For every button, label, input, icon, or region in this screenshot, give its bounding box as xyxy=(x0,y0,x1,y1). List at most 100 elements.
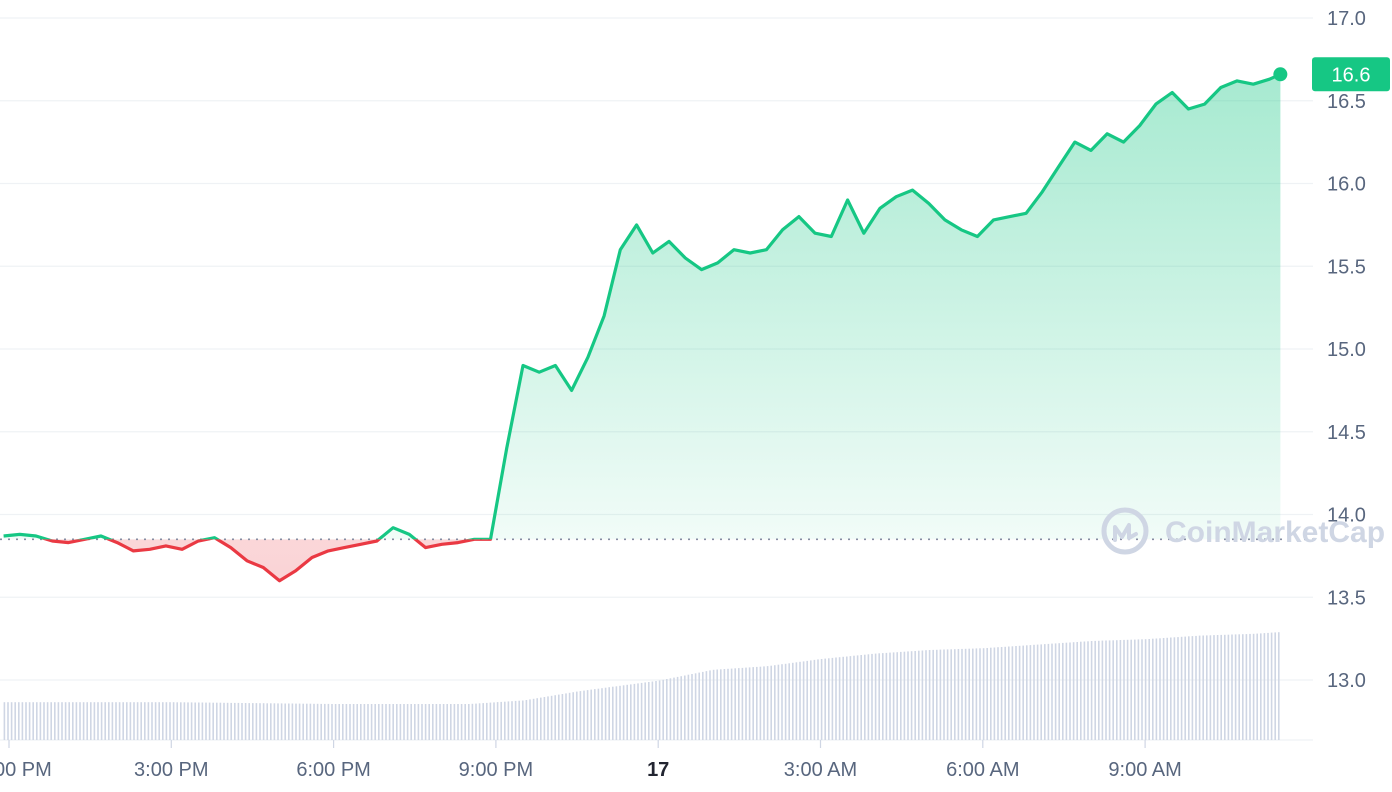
volume-bar xyxy=(763,666,765,740)
volume-bar xyxy=(1026,645,1028,740)
y-tick-label: 16.5 xyxy=(1327,91,1366,113)
volume-bar xyxy=(1033,644,1035,740)
volume-bar xyxy=(968,648,970,740)
volume-bar xyxy=(291,703,294,740)
volume-bar xyxy=(910,651,913,740)
volume-bar xyxy=(993,647,996,740)
volume-bar xyxy=(414,704,416,740)
volume-bar xyxy=(561,694,564,740)
volume-bar xyxy=(154,702,157,740)
volume-bar xyxy=(374,704,376,740)
volume-bar xyxy=(313,703,315,740)
volume-bar xyxy=(1094,640,1096,740)
volume-bar xyxy=(1105,640,1107,740)
volume-bar xyxy=(464,704,466,740)
volume-bar xyxy=(86,702,88,740)
current-price-badge: 16.6 xyxy=(1312,57,1390,92)
volume-bar xyxy=(453,704,456,740)
volume-bar xyxy=(1008,646,1010,740)
volume-bar xyxy=(820,659,823,740)
volume-bar xyxy=(93,702,96,740)
volume-bar xyxy=(442,704,445,740)
volume-bar xyxy=(730,668,733,740)
y-tick-label: 16.0 xyxy=(1327,174,1366,196)
volume-bar xyxy=(306,703,308,740)
volume-bar xyxy=(3,702,6,740)
volume-bar xyxy=(777,664,780,740)
volume-bar xyxy=(550,695,553,740)
volume-bar xyxy=(100,702,103,740)
volume-bar xyxy=(140,702,142,740)
volume-bar xyxy=(565,693,567,740)
volume-bar xyxy=(424,704,427,740)
volume-bar xyxy=(43,702,45,740)
volume-bar xyxy=(21,702,24,740)
volume-bar xyxy=(568,692,571,740)
volume-bar xyxy=(601,688,603,740)
volume-bar xyxy=(698,672,700,740)
volume-bar xyxy=(705,671,708,740)
volume-bar xyxy=(1137,639,1140,740)
volume-bar xyxy=(345,704,348,740)
price-area-up xyxy=(3,74,1281,540)
volume-bar xyxy=(1202,635,1204,740)
volume-bar xyxy=(201,702,204,740)
volume-bar xyxy=(594,689,596,740)
volume-bar xyxy=(1051,643,1053,740)
volume-bar xyxy=(136,702,139,740)
volume-bar xyxy=(583,690,585,740)
volume-bar xyxy=(133,702,135,740)
volume-bar xyxy=(795,662,798,740)
volume-bar xyxy=(540,697,542,740)
volume-bar xyxy=(399,704,402,740)
volume-bar xyxy=(7,702,9,740)
volume-bar xyxy=(644,682,646,740)
x-tick-label: 12:00 PM xyxy=(0,759,52,781)
volume-bar xyxy=(226,702,229,740)
volume-bar xyxy=(1209,635,1212,740)
volume-bar xyxy=(781,664,783,740)
volume-bar xyxy=(806,660,808,740)
volume-bar xyxy=(1101,640,1104,740)
volume-bar xyxy=(295,703,297,740)
volume-bar xyxy=(1260,633,1262,740)
volume-bar xyxy=(892,652,895,740)
volume-bar xyxy=(25,702,27,740)
volume-bar xyxy=(720,669,722,740)
volume-bar xyxy=(666,679,668,740)
volume-bar xyxy=(410,704,412,740)
volume-bar xyxy=(316,703,319,740)
volume-bar xyxy=(612,686,614,740)
volume-bar xyxy=(860,655,862,740)
volume-bar xyxy=(147,702,150,740)
price-line-up[interactable] xyxy=(3,72,1282,580)
volume-bar xyxy=(572,692,574,740)
volume-bar xyxy=(734,668,736,740)
volume-bar xyxy=(97,702,99,740)
volume-bar xyxy=(849,656,852,740)
volume-bar xyxy=(1173,637,1176,740)
volume-bar xyxy=(1278,632,1280,740)
volume-bar xyxy=(475,703,477,740)
volume-bar xyxy=(1144,639,1147,740)
volume-bar xyxy=(198,702,200,740)
volume-bar xyxy=(900,651,902,740)
volume-bar xyxy=(637,683,639,740)
volume-bar xyxy=(979,648,981,740)
volume-bar xyxy=(298,703,301,740)
price-line-down[interactable] xyxy=(4,74,1281,583)
volume-bar xyxy=(18,702,20,740)
volume-bar xyxy=(1011,646,1014,740)
volume-bar xyxy=(331,704,333,740)
volume-bar xyxy=(54,702,56,740)
volume-bar xyxy=(738,668,740,740)
volume-bar xyxy=(302,703,304,740)
volume-bar xyxy=(252,703,254,740)
volume-bar xyxy=(741,667,744,740)
volume-bar xyxy=(158,702,160,740)
volume-bar xyxy=(648,682,650,740)
volume-bar xyxy=(230,702,232,740)
volume-bar xyxy=(1216,635,1219,740)
volume-bar xyxy=(1018,645,1021,740)
